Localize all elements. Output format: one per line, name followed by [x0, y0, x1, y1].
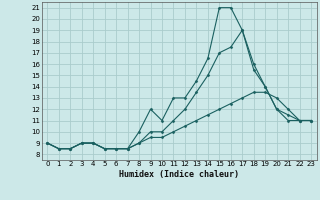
X-axis label: Humidex (Indice chaleur): Humidex (Indice chaleur)	[119, 170, 239, 179]
